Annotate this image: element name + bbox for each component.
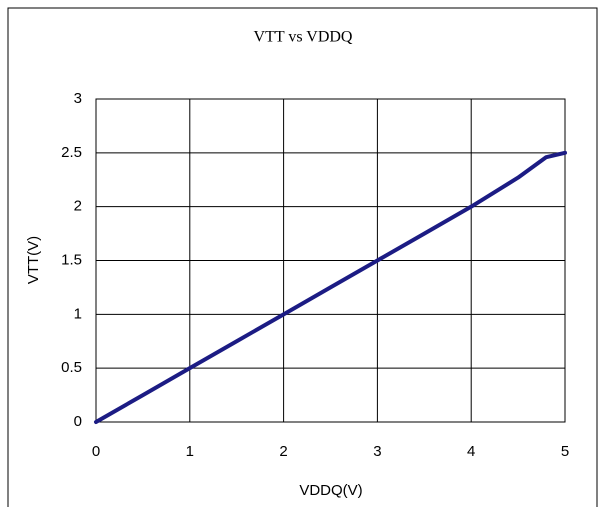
x-tick-label: 1 [186,443,194,460]
x-tick-label: 0 [92,443,100,460]
y-tick-label: 3 [74,90,82,107]
y-tick-label: 2 [74,198,82,215]
x-tick-label: 5 [561,443,569,460]
y-tick-label: 1 [74,305,82,322]
y-tick-label: 0.5 [61,359,82,376]
y-axis-label: VTT(V) [25,236,42,284]
frame [7,7,598,507]
data-line [94,150,567,424]
x-tick-label: 3 [373,443,381,460]
x-tick-label: 4 [467,443,475,460]
y-tick-label: 0 [74,413,82,430]
chart-title: VTT vs VDDQ [254,29,353,46]
y-tick-label: 1.5 [61,251,82,268]
y-tick-label: 2.5 [61,144,82,161]
x-tick-label: 2 [279,443,287,460]
x-axis-label: VDDQ(V) [299,482,362,499]
